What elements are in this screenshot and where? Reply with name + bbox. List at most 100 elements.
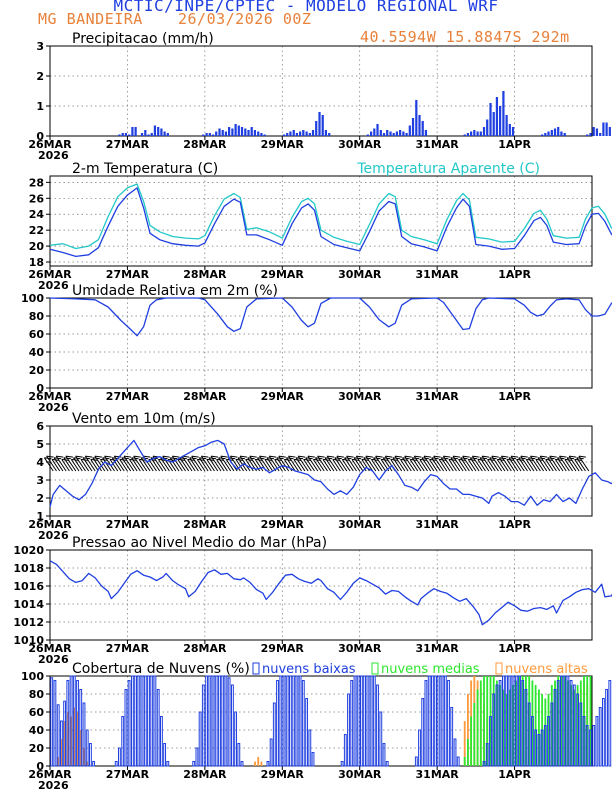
cloud-low-bar (372, 675, 376, 767)
cloud-low-bar (521, 680, 525, 767)
wind-barb (128, 459, 138, 472)
wind-barb (440, 457, 451, 472)
cloud-high-bar (463, 721, 466, 766)
x-tick-label: 27MAR (106, 138, 150, 151)
wind-barbs (43, 455, 590, 472)
wind-barb (264, 459, 274, 472)
wind-barb-feather (414, 455, 422, 458)
precip-bar (160, 128, 163, 136)
temperature-line (49, 187, 612, 258)
cloud-high-bar (73, 707, 76, 766)
wind-barb (491, 455, 503, 472)
wind-barb (92, 457, 103, 472)
cloud-low-bar (292, 675, 296, 767)
wind-barb (392, 457, 403, 472)
wind-barb (187, 459, 196, 472)
x-tick-label: 29MAR (261, 768, 305, 781)
wind-barb-feather (520, 455, 528, 458)
wind-barb (469, 457, 480, 472)
cloud-low-bar (553, 689, 557, 767)
cloud-mid-bar (518, 676, 521, 766)
x-tick-label: 1APR (498, 768, 531, 781)
y-tick-label: 18 (29, 256, 44, 269)
wind-barb (370, 459, 380, 472)
x-tick-label: 1APR (498, 518, 531, 531)
y-tick-label: 24 (29, 208, 45, 221)
wind-barb (46, 455, 57, 472)
wind-barb (119, 459, 128, 472)
wind-barb-feather (394, 455, 403, 458)
cloud-low-bar (85, 729, 89, 767)
wind-barb (138, 459, 148, 472)
cloud-low-bar (598, 707, 602, 767)
wind-barb (150, 457, 161, 472)
x-tick-label: 31MAR (416, 518, 460, 531)
cloud-low-bar (418, 729, 421, 767)
cloud-mid-bar (476, 689, 479, 766)
cloud-high-bar (79, 730, 82, 766)
wind-barb (322, 459, 332, 472)
cloud-low-bar (131, 675, 134, 767)
x-tick-label: 26MAR (28, 768, 72, 781)
wind-barb (537, 457, 548, 472)
wind-barb-feather (549, 455, 557, 458)
cloud-low-bar (356, 675, 360, 767)
wind-barb (111, 457, 122, 472)
cloud-low-bar (279, 675, 283, 767)
x-tick-label: 28MAR (183, 390, 227, 403)
cloud-mid-bar (467, 739, 469, 766)
cloud-mid-bar (525, 676, 527, 766)
cloud-low-bar (447, 680, 450, 767)
cloud-low-bar (495, 684, 499, 767)
precip-bar (463, 134, 466, 136)
wind-barb (160, 457, 170, 472)
x-tick-label: 27MAR (106, 390, 150, 403)
cloud-low-bar (440, 675, 444, 767)
precip-bar (224, 131, 228, 136)
wind-barb (559, 455, 570, 472)
cloud-low-bar (285, 675, 289, 767)
cloud-mid-bar (534, 685, 537, 766)
cloud-low-bar (572, 684, 576, 767)
cloud-low-bar (366, 675, 370, 767)
y-tick-label: 80 (29, 310, 45, 323)
cloud-low-bar (137, 675, 141, 767)
cloud-low-bar (276, 680, 279, 767)
cloud-low-bar (514, 675, 518, 767)
precip-bar (231, 128, 234, 136)
wind-barb (462, 455, 474, 472)
cloud-mid-bar (550, 685, 553, 766)
x-tick-label: 31MAR (416, 768, 460, 781)
wind-barb (179, 457, 190, 472)
wind-barb (65, 455, 77, 472)
precip-bar (592, 127, 595, 136)
cloud-low-bar (134, 675, 138, 767)
precip-bar (544, 133, 547, 136)
x-year-label: 2026 (38, 779, 69, 792)
precip-bar (140, 133, 144, 136)
cloud-high-bar (60, 739, 63, 766)
wind-barb-feather (65, 455, 73, 458)
cloud-low-bar (89, 743, 92, 767)
cloud-mid-bar (505, 694, 508, 766)
wind-barb (487, 459, 496, 472)
cloud-low-bar (195, 747, 199, 767)
y-tick-label: 5 (36, 438, 44, 451)
cloud-low-bar (363, 675, 367, 767)
cloud-low-bar (160, 716, 163, 767)
precip-bar (418, 115, 421, 136)
wind-barb (351, 459, 361, 472)
x-year-label: 2026 (38, 529, 69, 542)
wind-barb (568, 455, 580, 472)
wind-barb (317, 455, 328, 472)
x-tick-label: 27MAR (106, 268, 150, 281)
wind-barb (90, 459, 99, 472)
cloud-high-bar (66, 712, 69, 766)
x-tick-label: 27MAR (106, 518, 150, 531)
wind-barb-feather (443, 455, 451, 458)
station-coords: 40.5594W 15.8847S 292m (360, 28, 570, 46)
wind-barb (157, 459, 167, 472)
cloud-low-bar (76, 680, 79, 767)
x-tick-label: 1APR (498, 138, 531, 151)
cloud-low-bar (505, 675, 509, 767)
